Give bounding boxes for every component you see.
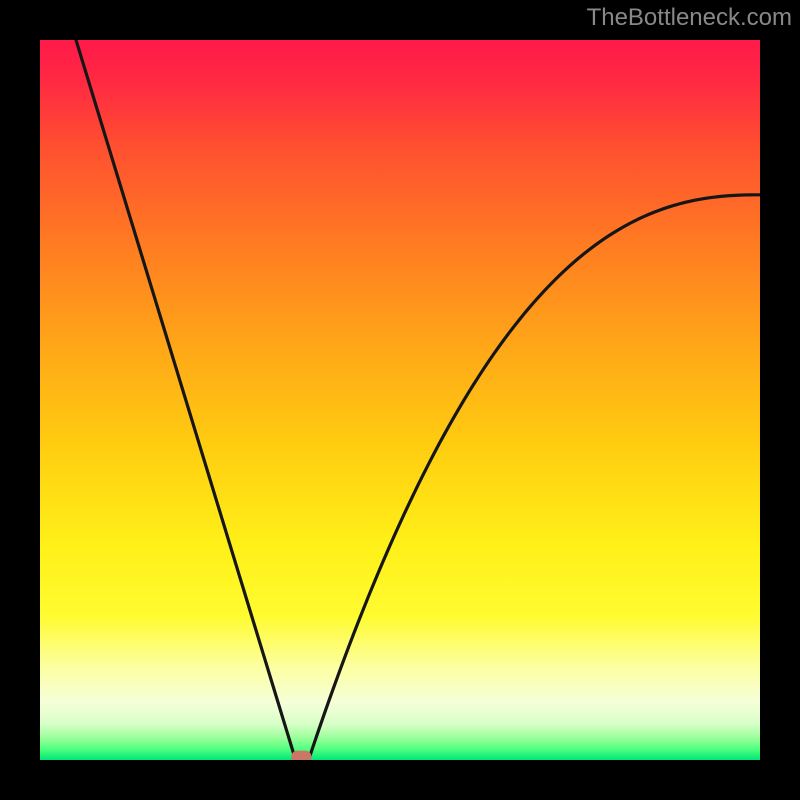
plot-area — [40, 40, 760, 760]
curve-layer — [40, 40, 760, 760]
bottleneck-curve — [76, 40, 760, 760]
watermark-text: TheBottleneck.com — [587, 4, 792, 32]
minimum-marker — [291, 751, 311, 760]
